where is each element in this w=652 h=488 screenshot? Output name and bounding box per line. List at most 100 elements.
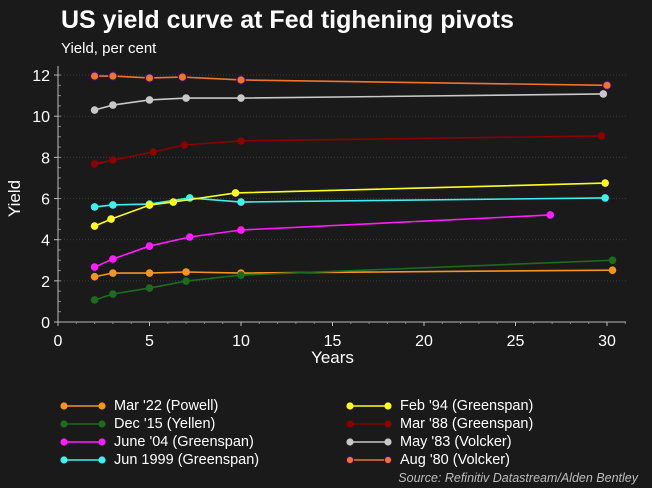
data-point <box>90 222 99 230</box>
series-4 <box>90 179 609 230</box>
series-group <box>89 71 617 304</box>
legend-swatch-marker <box>60 402 68 410</box>
data-point <box>108 71 118 81</box>
data-point <box>237 94 245 102</box>
chart-title: US yield curve at Fed tighening pivots <box>61 6 514 34</box>
y-axis-title: Yield <box>5 180 24 217</box>
legend-item: Dec '15 (Yellen) <box>60 415 215 433</box>
series-line <box>94 135 602 165</box>
data-point <box>90 296 99 304</box>
data-point <box>237 226 245 234</box>
x-tick-label: 30 <box>598 333 616 350</box>
legend-swatch <box>346 420 392 428</box>
data-point <box>182 277 190 285</box>
legend-item: Aug '80 (Volcker) <box>346 451 510 469</box>
legend-swatch <box>60 456 106 464</box>
data-point <box>599 90 608 98</box>
data-point <box>601 179 609 187</box>
data-point <box>145 242 154 250</box>
data-point <box>149 148 157 156</box>
series-line <box>94 93 604 111</box>
series-6 <box>90 90 608 114</box>
legend-swatch-marker <box>98 402 106 410</box>
legend-label: Jun 1999 (Greenspan) <box>114 452 260 468</box>
data-point <box>90 106 99 114</box>
data-point <box>90 263 99 271</box>
series-1 <box>90 256 617 304</box>
data-point <box>145 96 154 104</box>
legend-label: May '83 (Volcker) <box>400 434 512 450</box>
series-line <box>94 259 613 301</box>
data-point <box>90 160 99 168</box>
source-note: Source: Refinitiv Datastream/Alden Bentl… <box>398 471 638 485</box>
x-tick-label: 15 <box>324 333 342 350</box>
data-point <box>109 269 117 277</box>
data-point <box>180 141 189 149</box>
data-point <box>90 272 99 281</box>
legend-swatch-marker <box>60 438 68 446</box>
legend-label: Feb '94 (Greenspan) <box>400 398 534 414</box>
legend-label: Mar '22 (Powell) <box>114 398 219 414</box>
legend-label: June '04 (Greenspan) <box>114 434 254 450</box>
legend-item: Feb '94 (Greenspan) <box>346 397 533 415</box>
legend-swatch-marker <box>346 438 354 446</box>
data-point <box>109 201 117 209</box>
data-point <box>109 101 117 109</box>
legend-item: June '04 (Greenspan) <box>60 433 254 451</box>
data-point <box>145 284 154 292</box>
x-tick-label: 0 <box>54 333 63 350</box>
data-point <box>236 75 246 85</box>
legend-swatch <box>60 420 106 428</box>
data-point <box>169 198 178 206</box>
legend-swatch-marker <box>346 402 354 410</box>
legend-label: Dec '15 (Yellen) <box>114 416 216 432</box>
legend-swatch <box>60 438 106 446</box>
legend-swatch-marker <box>60 456 68 464</box>
series-3 <box>90 194 609 211</box>
series-2 <box>90 211 555 271</box>
series-5 <box>90 132 606 168</box>
data-point <box>602 80 612 91</box>
data-point <box>608 266 617 274</box>
data-point <box>185 233 194 241</box>
legend-swatch <box>346 455 392 465</box>
y-tick-label: 10 <box>32 109 50 126</box>
data-point <box>90 203 99 211</box>
axes: 0 2 4 6 8 10 12 0 5 10 15 20 25 30 <box>32 66 626 350</box>
data-point <box>182 268 190 276</box>
legend-swatch-marker <box>98 438 106 446</box>
series-7 <box>89 71 612 91</box>
x-axis-title: Years <box>311 348 354 367</box>
chart-plot: 0 2 4 6 8 10 12 0 5 10 15 20 25 30 Years Yield <box>5 66 626 367</box>
data-point <box>231 189 240 197</box>
data-point <box>145 269 154 277</box>
y-tick-label: 2 <box>41 274 50 291</box>
legend-item: May '83 (Volcker) <box>346 433 512 451</box>
data-point <box>546 211 555 219</box>
legend-swatch-marker <box>346 455 355 465</box>
legend-item: Jun 1999 (Greenspan) <box>60 451 259 469</box>
legend-swatch-marker <box>60 420 68 428</box>
x-tick-label: 10 <box>232 333 250 350</box>
gridlines <box>58 74 626 282</box>
x-tick-label: 25 <box>507 333 525 350</box>
legend-label: Mar '88 (Greenspan) <box>400 416 534 432</box>
data-point <box>237 137 245 145</box>
y-tick-label: 0 <box>41 315 50 332</box>
data-point <box>144 73 155 83</box>
legend-swatch-marker <box>98 420 106 428</box>
legend-swatch-marker <box>98 456 106 464</box>
legend-swatch <box>346 402 392 410</box>
legend-swatch <box>346 438 392 446</box>
y-tick-label: 4 <box>41 233 50 250</box>
data-point <box>601 194 609 202</box>
data-point <box>109 290 117 298</box>
x-tick-label: 5 <box>145 333 154 350</box>
data-point <box>597 132 606 140</box>
data-point <box>89 71 100 81</box>
y-tick-label: 12 <box>32 68 50 85</box>
legend-swatch <box>60 402 106 410</box>
data-point <box>182 94 190 102</box>
legend-swatch-marker <box>384 420 392 428</box>
data-point <box>177 72 188 82</box>
